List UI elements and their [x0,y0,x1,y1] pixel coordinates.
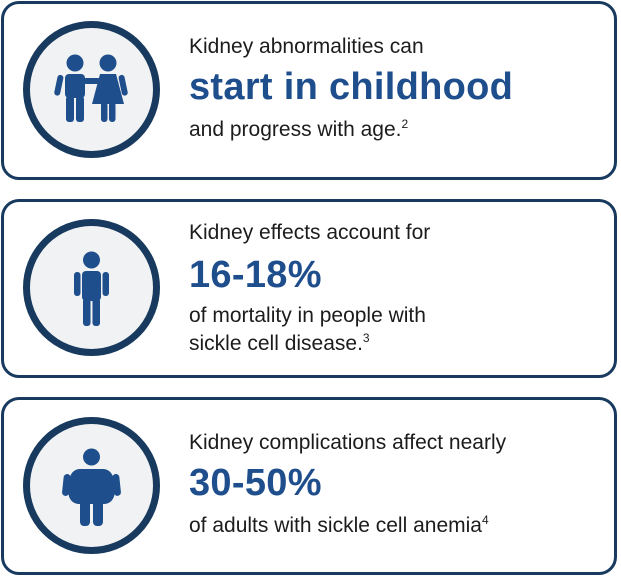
card-tail-text: of adults with sickle cell anemia4 [189,512,604,540]
footnote-marker: 4 [481,513,489,527]
card-lead-text: Kidney effects account for [189,221,431,244]
footnote-marker: 3 [362,331,370,345]
card-highlight: 30-50% [189,462,322,504]
card-highlight: start in childhood [189,66,514,108]
card-lead-text: Kidney complications affect nearly [189,431,507,454]
card-highlight: 16-18% [189,254,322,296]
children-icon [23,21,160,158]
card-tail-line: and progress with age. [189,118,402,141]
card-tail-line: sickle cell disease. [189,332,363,355]
info-card-mortality: Kidney effects account for 16-18% of mor… [1,199,617,378]
card-tail-text: of mortality in people with sickle cell d… [189,302,604,358]
card-tail-line: of mortality in people with [189,304,426,327]
info-card-adults: Kidney complications affect nearly 30-50… [1,397,617,575]
card-tail-text: and progress with age.2 [189,116,604,144]
info-card-childhood: Kidney abnormalities can start in childh… [1,1,617,180]
card-lead-text: Kidney abnormalities can [189,35,424,58]
footnote-marker: 2 [401,117,409,131]
card-tail-line: of adults with sickle cell anemia [189,514,482,537]
person-large-icon [23,417,160,554]
person-slim-icon [23,219,160,356]
